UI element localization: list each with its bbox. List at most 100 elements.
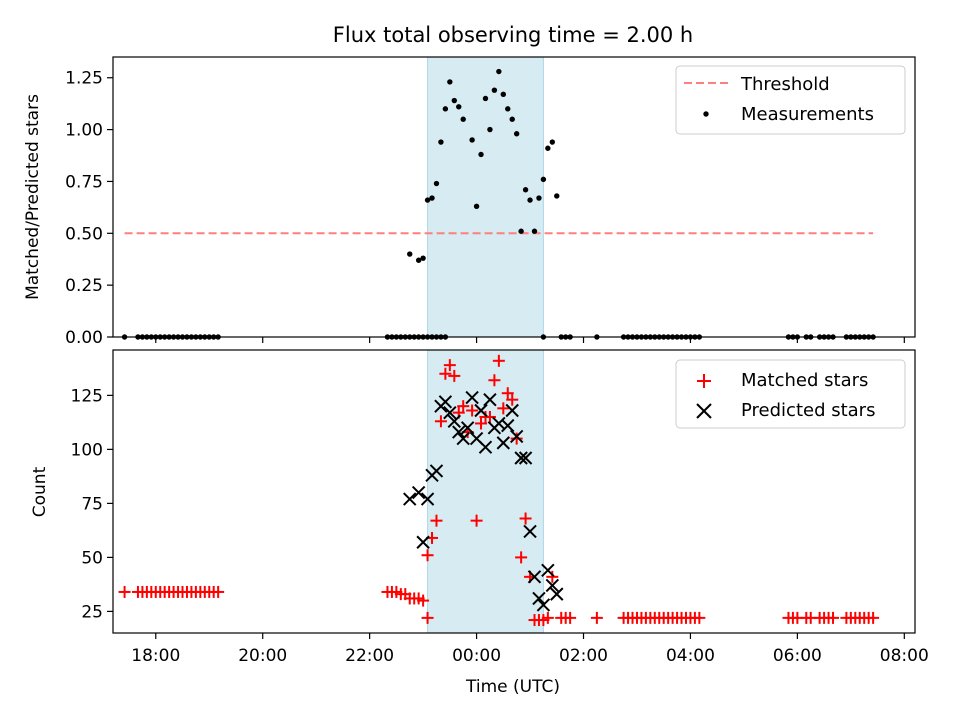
top-y-tick-label: 0.75: [65, 172, 103, 192]
matched-star-point: [434, 415, 447, 428]
matched-star-point: [693, 611, 706, 624]
x-tick-label: 08:00: [880, 646, 929, 666]
measurement-point: [509, 116, 515, 122]
predicted-star-point: [509, 429, 524, 444]
legend-matched-swatch: [697, 374, 711, 388]
matched-star-point: [430, 514, 443, 527]
matched-star-point: [541, 611, 554, 624]
measurement-point: [420, 255, 426, 261]
matched-star-point: [483, 410, 496, 423]
matched-star-point: [439, 367, 452, 380]
predicted-star-point: [505, 403, 519, 418]
bottom-highlight-span: [427, 349, 544, 634]
matched-star-point: [421, 611, 434, 624]
matched-star-point: [457, 400, 470, 413]
predicted-star-point: [403, 492, 417, 506]
matched-star-point: [118, 585, 131, 598]
measurement-point: [424, 197, 431, 203]
predicted-star-point: [550, 587, 564, 601]
top-x-ticks: [155, 337, 905, 343]
measurement-point: [536, 195, 542, 201]
measurement-point: [433, 180, 440, 187]
matched-star-point: [867, 611, 880, 624]
matched-star-point: [827, 611, 840, 624]
top-highlight-span: [427, 56, 544, 338]
predicted-star-point: [447, 414, 462, 428]
predicted-star-point: [527, 570, 542, 584]
predicted-star-point: [501, 418, 515, 433]
measurement-point: [460, 116, 466, 122]
x-tick-label: 00:00: [452, 646, 501, 666]
predicted-star-point: [411, 485, 426, 500]
bottom-legend-frame: [675, 359, 906, 429]
measurement-point: [554, 193, 560, 199]
measurement-point: [496, 68, 502, 75]
matched-star-point: [417, 594, 430, 607]
x-axis-label: Time (UTC): [465, 677, 560, 697]
bottom-x-ticks: 18:00 20:00 22:00 00:00 02:00 04:00 06:00 08:00: [131, 633, 929, 666]
legend-measurements-swatch: [703, 111, 709, 117]
measurement-point: [513, 131, 520, 137]
x-tick-label: 06:00: [773, 646, 822, 666]
measurement-point: [522, 187, 529, 193]
top-y-tick-label: 1.25: [65, 69, 103, 89]
predicted-star-point: [416, 535, 430, 549]
top-y-tick-label: 0.25: [65, 276, 103, 296]
bottom-legend: Matched stars Predicted stars: [675, 359, 906, 429]
matched-star-point: [515, 551, 528, 564]
matched-star-point: [590, 611, 603, 624]
top-y-tick-label: 1.00: [65, 121, 103, 141]
measurement-point: [531, 228, 538, 234]
bottom-y-axis-label: Count: [30, 466, 50, 517]
predicted-star-point: [532, 591, 546, 606]
legend-measurements-label: Measurements: [741, 104, 874, 125]
predicted-star-point: [523, 524, 537, 539]
top-axes-frame: [112, 56, 916, 338]
bottom-y-tick-label: 75: [81, 494, 103, 514]
predicted-star-point: [452, 425, 466, 439]
matched-star-point: [448, 369, 461, 382]
bottom-y-tick-label: 100: [71, 440, 103, 460]
predicted-star-point: [460, 421, 475, 435]
bottom-y-ticks: 25 50 75 100 125: [71, 386, 113, 622]
predicted-star-point: [429, 464, 444, 478]
bottom-panel: 25 50 75 100 125 18:00 20:00 22:00 00:00 02:00 04…: [30, 349, 929, 697]
predicted-star-point: [443, 405, 457, 420]
predicted-star-point: [474, 403, 488, 418]
bottom-axes-frame: [112, 349, 916, 634]
predicted-star-point: [483, 392, 497, 407]
top-y-tick-label: 0.00: [65, 328, 103, 348]
measurement-point: [451, 97, 457, 104]
x-tick-label: 18:00: [131, 646, 180, 666]
bottom-y-tick-label: 25: [81, 602, 103, 622]
measurement-point: [447, 79, 453, 85]
measurement-point: [518, 228, 524, 234]
measurement-point: [469, 137, 475, 143]
matched-star-point: [564, 611, 577, 624]
measurement-point: [407, 251, 413, 257]
bottom-y-tick-label: 50: [81, 548, 103, 568]
matched-star-point: [497, 402, 510, 415]
measurement-point: [456, 104, 462, 110]
measurement-point: [482, 95, 489, 102]
measurement-point: [487, 126, 493, 133]
matched-star-point: [488, 374, 501, 387]
measurement-point: [438, 139, 444, 145]
predicted-star-point: [438, 395, 453, 409]
measurement-point: [491, 87, 498, 93]
top-legend-frame: [675, 65, 906, 135]
figure-title: Flux total observing time = 2.00 h: [333, 23, 693, 47]
measurement-point: [415, 257, 422, 263]
predicted-star-point: [456, 431, 470, 446]
top-legend: Threshold Measurements: [675, 65, 906, 135]
legend-predicted-label: Predicted stars: [741, 400, 875, 421]
matched-star-point: [443, 359, 456, 372]
x-tick-label: 20:00: [238, 646, 287, 666]
measurement-point: [478, 151, 484, 158]
predicted-star-point: [545, 578, 560, 593]
legend-predicted-swatch: [696, 403, 712, 419]
bottom-y-tick-label: 125: [71, 386, 103, 406]
matched-star-point: [212, 585, 225, 598]
predicted-star-point: [518, 451, 533, 465]
x-tick-label: 02:00: [559, 646, 608, 666]
